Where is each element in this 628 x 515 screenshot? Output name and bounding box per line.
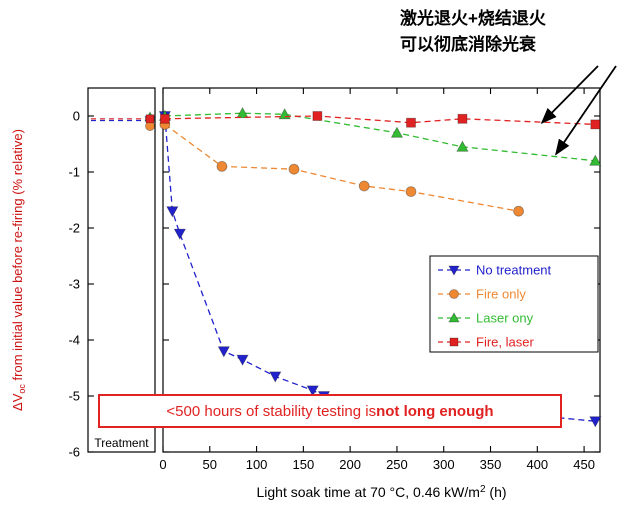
axes: 0 50 100 150 200 250 300 350 400 450 0 -1 -2 -3 -4 -5 -6 [68, 87, 601, 472]
y-tick-label: -1 [68, 165, 80, 180]
x-tick-label: 400 [526, 457, 548, 472]
x-tick-label: 250 [386, 457, 408, 472]
y-tick-label: -4 [68, 333, 80, 348]
treatment-panel-frame [87, 87, 156, 453]
legend-label: Laser ony [476, 311, 534, 326]
y-axis-label: ΔVoc from initial value before re-firing… [10, 129, 27, 411]
y-tick-label: -2 [68, 221, 80, 236]
chinese-annotation-line1: 激光退火+烧结退火 [400, 9, 546, 28]
series-fire-only [159, 119, 524, 217]
x-tick-label: 200 [339, 457, 361, 472]
legend-label: No treatment [476, 263, 552, 278]
x-tick-label: 0 [159, 457, 166, 472]
x-tick-label: 450 [573, 457, 595, 472]
x-tick-label: 50 [203, 457, 217, 472]
main-panel-frame [162, 87, 601, 453]
annotation-arrows [540, 65, 617, 156]
series-fire-laser [159, 111, 601, 130]
legend-label: Fire only [476, 287, 526, 302]
series-laser-ony [158, 106, 602, 166]
chinese-annotation: 激光退火+烧结退火 可以彻底消除光衰 [400, 6, 546, 59]
legend: No treatment Fire only Laser ony Fire, lase… [429, 255, 599, 353]
x-tick-label: 300 [433, 457, 455, 472]
y-tick-label: -5 [68, 389, 80, 404]
x-tick-label: 150 [293, 457, 315, 472]
y-tick-label: -3 [68, 277, 80, 292]
warning-text: <500 hours of stability testing is [166, 402, 377, 420]
y-tick-label: 0 [73, 109, 80, 124]
x-tick-label: 350 [480, 457, 502, 472]
treatment-panel-data [91, 111, 156, 131]
warning-text-bold: not long enough [376, 402, 494, 420]
x-tick-label: 100 [246, 457, 268, 472]
x-axis-label: Light soak time at 70 °C, 0.46 kW/m2 (h) [256, 484, 506, 500]
legend-label: Fire, laser [476, 335, 534, 350]
treatment-axis-label: Treatment [94, 436, 149, 450]
stability-warning-callout: <500 hours of stability testing is not l… [98, 394, 562, 428]
y-tick-label: -6 [68, 445, 80, 460]
chinese-annotation-line2: 可以彻底消除光衰 [400, 35, 536, 55]
